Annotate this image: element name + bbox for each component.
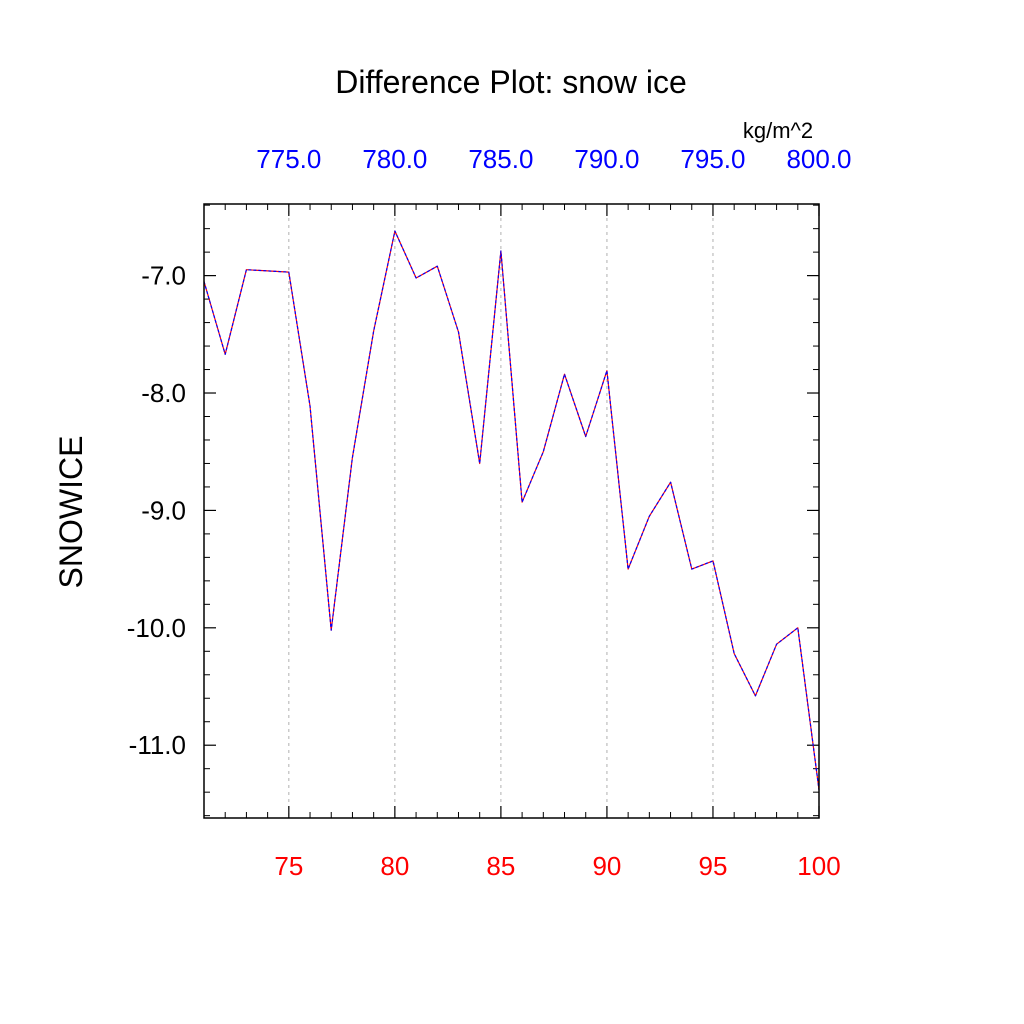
bottom-tick-label: 95: [699, 851, 728, 881]
bottom-tick-label: 90: [592, 851, 621, 881]
top-tick-label: 780.0: [362, 144, 427, 174]
top-tick-label: 775.0: [256, 144, 321, 174]
minor-ticks: [203, 204, 819, 818]
top-tick-label: 800.0: [786, 144, 851, 174]
bottom-tick-label: 85: [486, 851, 515, 881]
bottom-tick-label: 100: [797, 851, 840, 881]
series-line-solid: [203, 230, 820, 790]
y-tick-label: -9.0: [141, 495, 186, 525]
y-tick-label: -7.0: [141, 261, 186, 291]
y-tick-label: -11.0: [129, 730, 186, 760]
y-tick-label: -8.0: [141, 378, 186, 408]
gridlines: [288, 204, 714, 818]
y-tick-label: -10.0: [127, 613, 186, 643]
tick-labels: 75 80 85 90 95 100 775.0 780.0 785.0 790.0 795.0 80…: [127, 144, 852, 881]
series-line-dashed-overlay: [203, 230, 820, 790]
y-axis-label: SNOWICE: [53, 436, 89, 589]
series-lines: [203, 230, 820, 790]
top-tick-label: 795.0: [680, 144, 745, 174]
top-tick-label: 785.0: [468, 144, 533, 174]
top-tick-label: 790.0: [574, 144, 639, 174]
plot-frame: [203, 203, 820, 819]
chart-title: Difference Plot: snow ice: [335, 64, 687, 100]
major-ticks: [204, 204, 820, 818]
units-label: kg/m^2: [743, 118, 813, 143]
bottom-tick-label: 75: [274, 851, 303, 881]
bottom-tick-label: 80: [380, 851, 409, 881]
